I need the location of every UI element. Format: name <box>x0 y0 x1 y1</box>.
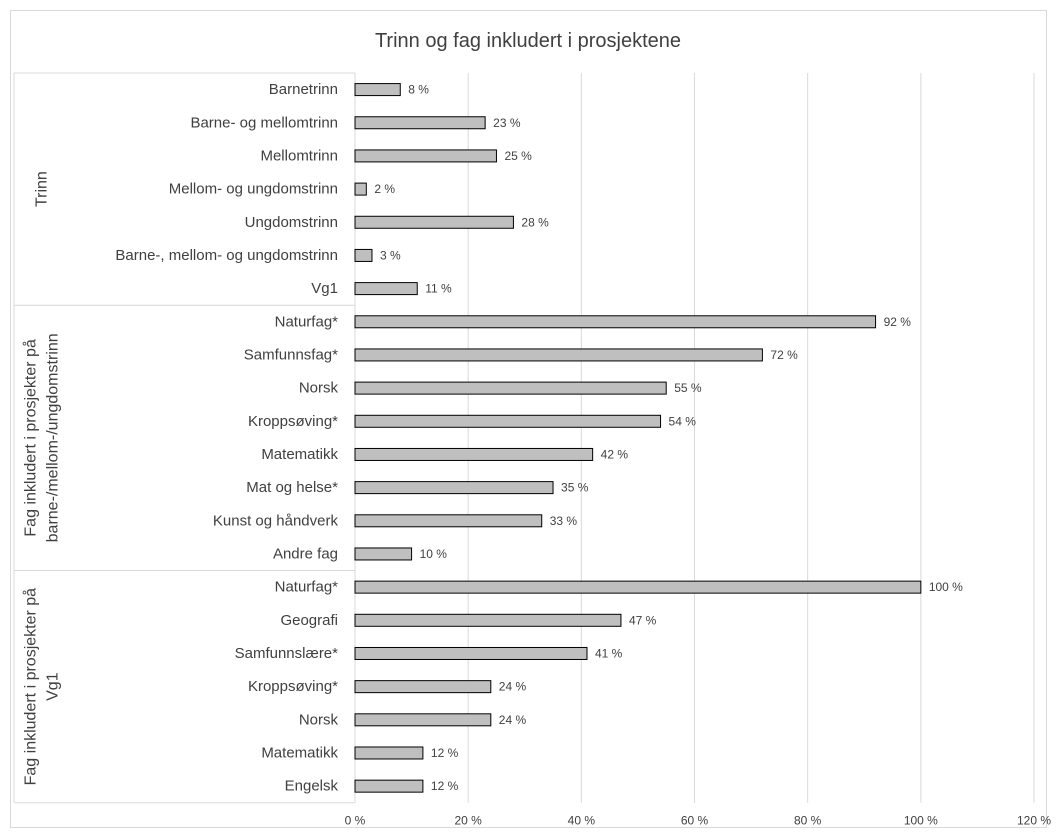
data-label: 25 % <box>504 149 532 163</box>
category-label: Kroppsøving* <box>248 678 338 695</box>
bar <box>354 215 514 229</box>
bar <box>354 447 594 461</box>
bar <box>354 613 622 627</box>
group-label: Trinn <box>34 171 51 207</box>
data-label: 24 % <box>499 680 527 694</box>
bar <box>354 414 662 428</box>
bar <box>354 83 401 97</box>
group-labels: Trinn Fag inkludert i prosjekter på barne-… <box>22 171 62 785</box>
category-label: Naturfag* <box>275 313 339 330</box>
data-label: 23 % <box>493 116 521 130</box>
category-label: Samfunnsfag* <box>244 346 338 363</box>
data-label: 54 % <box>669 414 697 428</box>
category-label: Matematikk <box>261 744 338 761</box>
bar <box>354 646 588 660</box>
data-label: 11 % <box>425 282 452 296</box>
data-label: 92 % <box>884 315 912 329</box>
data-label: 3 % <box>380 248 401 262</box>
value-labels: 8 % 23 % 25 % 2 % 28 % 3 % 11 % 92 % 72 % 55 % 54 … <box>374 83 963 794</box>
bar <box>354 547 413 561</box>
x-tick-label: 80 % <box>794 814 822 828</box>
category-label: Andre fag <box>273 545 338 562</box>
bar <box>354 481 554 495</box>
x-tick-label: 0 % <box>345 814 366 828</box>
category-label: Barne- og mellomtrinn <box>190 114 338 131</box>
x-tick-label: 100 % <box>904 814 938 828</box>
data-label: 2 % <box>374 182 395 196</box>
category-label: Mellomtrinn <box>260 147 338 164</box>
data-label: 24 % <box>499 713 527 727</box>
bar <box>354 248 373 262</box>
category-label: Matematikk <box>261 446 338 463</box>
bar <box>354 680 492 694</box>
bar <box>354 713 492 727</box>
group-label: Vg1 <box>45 672 62 701</box>
bar <box>354 348 763 362</box>
bar <box>354 315 877 329</box>
bar <box>354 116 486 130</box>
category-label: Ungdomstrinn <box>245 214 338 231</box>
bar <box>354 514 543 528</box>
data-label: 12 % <box>431 779 459 793</box>
data-label: 100 % <box>929 580 963 594</box>
chart-title: Trinn og fag inkludert i prosjektene <box>375 30 681 52</box>
category-label: Geografi <box>280 612 338 629</box>
bar <box>354 381 667 395</box>
category-label: Barnetrinn <box>269 81 338 98</box>
category-label: Barne-, mellom- og ungdomstrinn <box>115 247 338 264</box>
category-label: Kunst og håndverk <box>213 512 339 529</box>
data-label: 41 % <box>595 646 623 660</box>
data-label: 55 % <box>674 381 702 395</box>
x-tick-label: 20 % <box>454 814 482 828</box>
data-label: 42 % <box>601 447 629 461</box>
data-label: 28 % <box>521 215 549 229</box>
x-tick-label: 120 % <box>1017 814 1051 828</box>
category-label: Mat og helse* <box>246 479 338 496</box>
bar <box>354 149 497 163</box>
category-label: Engelsk <box>285 778 339 795</box>
group-label: Fag inkludert i prosjekter på <box>22 339 40 537</box>
data-label: 47 % <box>629 613 657 627</box>
bar <box>354 182 367 196</box>
data-label: 33 % <box>550 514 578 528</box>
x-tick-label: 60 % <box>681 814 709 828</box>
data-label: 12 % <box>431 746 459 760</box>
bar <box>354 282 418 296</box>
data-label: 72 % <box>770 348 798 362</box>
x-tick-label: 40 % <box>568 814 596 828</box>
x-axis-ticks: 0 % 20 % 40 % 60 % 80 % 100 % 120 % <box>345 814 1052 828</box>
category-label: Norsk <box>299 380 339 397</box>
data-label: 10 % <box>420 547 448 561</box>
category-label: Vg1 <box>311 280 338 297</box>
category-label: Samfunnslære* <box>235 645 339 662</box>
category-labels: Barnetrinn Barne- og mellomtrinn Mellomtri… <box>115 81 338 795</box>
group-label: barne-/mellom-/ungdomstrinn <box>45 333 62 542</box>
bar <box>354 746 424 760</box>
category-label: Naturfag* <box>275 579 339 596</box>
bar <box>354 580 922 594</box>
data-label: 8 % <box>408 83 429 97</box>
bars <box>354 83 922 793</box>
bar <box>354 779 424 793</box>
data-label: 35 % <box>561 481 589 495</box>
group-label: Fag inkludert i prosjekter på <box>22 588 40 786</box>
category-label: Norsk <box>299 711 339 728</box>
category-label: Kroppsøving* <box>248 413 338 430</box>
category-label: Mellom- og ungdomstrinn <box>169 181 338 198</box>
